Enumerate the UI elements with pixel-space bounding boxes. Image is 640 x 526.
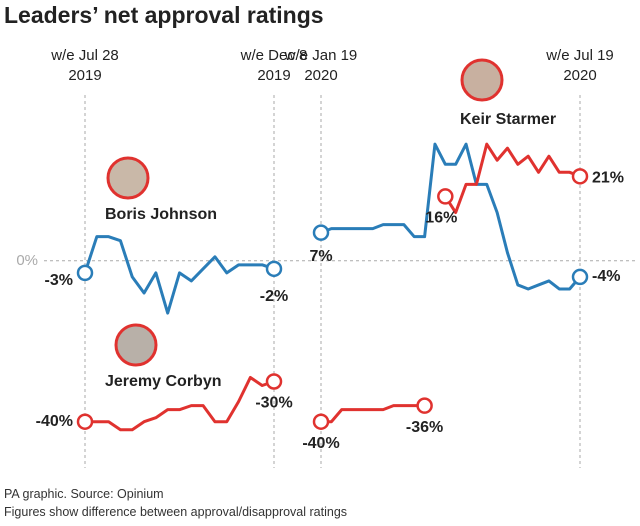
footer-note: Figures show difference between approval… [4, 505, 348, 519]
point-marker [312, 413, 330, 430]
x-tick-label: w/e Jul 19 2020 [546, 47, 614, 84]
y-tick-label: 0% [16, 252, 38, 269]
point-marker [265, 373, 283, 390]
data-label: -40% [36, 413, 73, 430]
line [321, 404, 425, 424]
line [320, 142, 582, 291]
data-label: -40% [302, 435, 339, 452]
data-label: 21% [592, 170, 624, 187]
line [85, 375, 275, 432]
x-tick-label: w/e Jan 19 2020 [284, 47, 358, 84]
x-tick-label: w/e Dec 8 2019 [240, 47, 308, 84]
point-marker [437, 188, 454, 205]
point-marker [571, 168, 589, 185]
data-label: -3% [45, 272, 73, 289]
point-marker [416, 397, 433, 414]
point-marker [312, 224, 330, 241]
point-marker [265, 260, 283, 278]
point-marker [76, 413, 94, 430]
point-marker [571, 268, 589, 286]
x-tick-label: w/e Jul 28 2019 [51, 47, 119, 84]
headshot [106, 58, 504, 367]
line [444, 142, 581, 215]
data-label: 16% [425, 210, 457, 227]
legend-label: Keir Starmer [460, 111, 556, 128]
data-label: -4% [592, 268, 620, 285]
data-label: -36% [406, 419, 443, 436]
footer-source: PA graphic. Source: Opinium [4, 487, 164, 501]
line [83, 235, 275, 315]
data-label: 7% [309, 248, 332, 265]
data-label: -2% [260, 288, 288, 305]
legend-label: Boris Johnson [105, 206, 217, 223]
point-marker [76, 264, 94, 282]
legend-label: Jeremy Corbyn [105, 373, 222, 390]
data-label: -30% [255, 395, 292, 412]
chart-title: Leaders’ net approval ratings [4, 2, 324, 28]
